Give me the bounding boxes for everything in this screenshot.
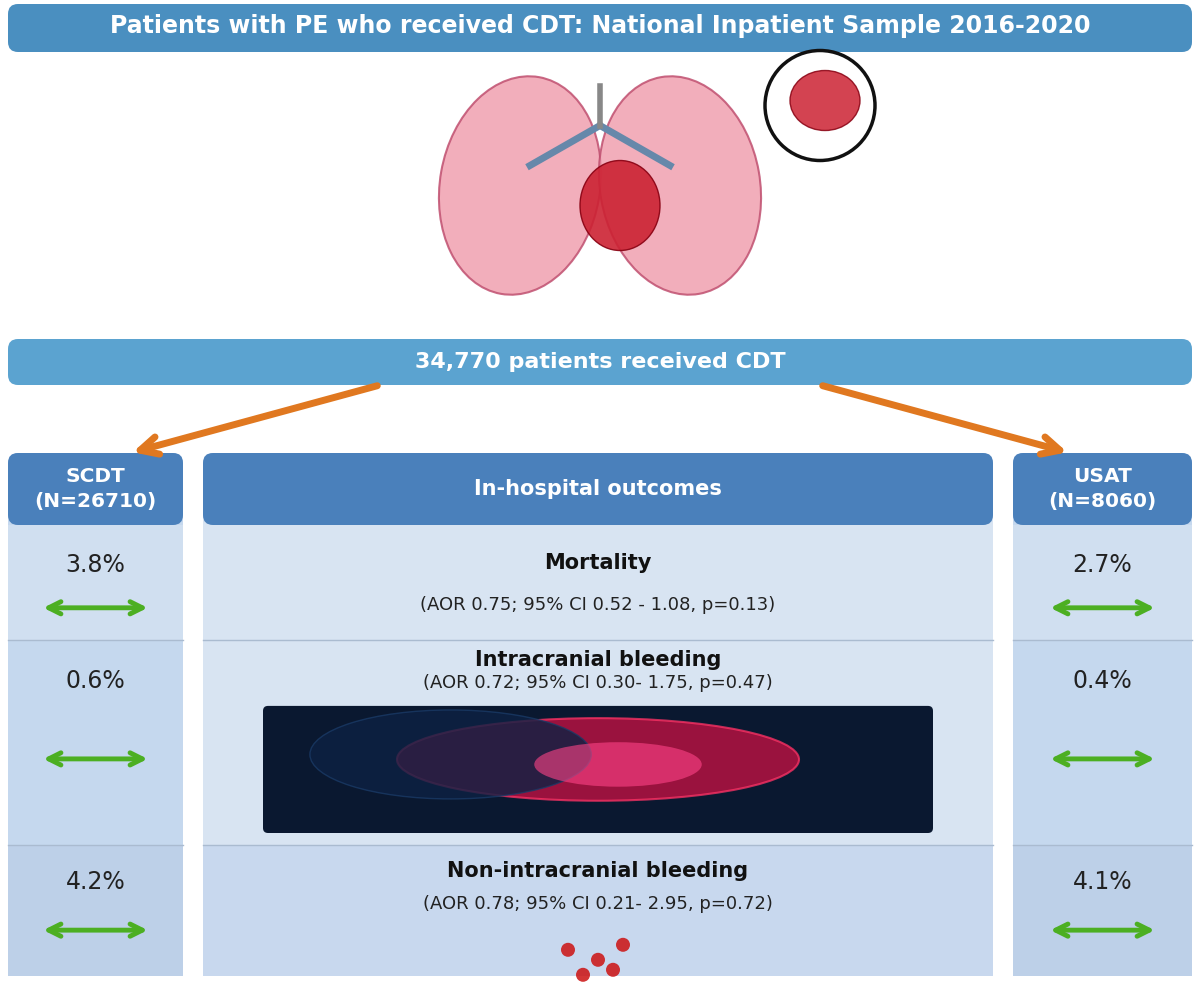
Text: 34,770 patients received CDT: 34,770 patients received CDT	[415, 352, 785, 372]
Ellipse shape	[599, 77, 761, 295]
FancyBboxPatch shape	[8, 453, 182, 525]
FancyBboxPatch shape	[1013, 525, 1192, 640]
Text: Non-intracranial bleeding: Non-intracranial bleeding	[448, 861, 749, 882]
Text: (AOR 0.72; 95% CI 0.30- 1.75, p=0.47): (AOR 0.72; 95% CI 0.30- 1.75, p=0.47)	[424, 674, 773, 692]
Text: 4.2%: 4.2%	[66, 870, 125, 893]
FancyBboxPatch shape	[1013, 453, 1192, 525]
FancyBboxPatch shape	[203, 453, 994, 976]
Ellipse shape	[606, 962, 620, 977]
FancyBboxPatch shape	[8, 4, 1192, 52]
Text: (AOR 0.75; 95% CI 0.52 - 1.08, p=0.13): (AOR 0.75; 95% CI 0.52 - 1.08, p=0.13)	[420, 596, 775, 614]
FancyBboxPatch shape	[8, 640, 182, 845]
FancyBboxPatch shape	[8, 845, 182, 976]
FancyBboxPatch shape	[203, 525, 994, 640]
Ellipse shape	[397, 718, 799, 801]
FancyBboxPatch shape	[1013, 453, 1192, 976]
Text: SCDT
(N=26710): SCDT (N=26710)	[35, 467, 157, 511]
FancyBboxPatch shape	[203, 453, 994, 525]
Ellipse shape	[580, 160, 660, 251]
Ellipse shape	[310, 710, 592, 799]
Ellipse shape	[592, 953, 605, 967]
Text: (AOR 0.78; 95% CI 0.21- 2.95, p=0.72): (AOR 0.78; 95% CI 0.21- 2.95, p=0.72)	[424, 895, 773, 913]
FancyBboxPatch shape	[263, 706, 934, 833]
FancyBboxPatch shape	[1013, 845, 1192, 976]
Text: Intracranial bleeding: Intracranial bleeding	[475, 650, 721, 670]
Text: 2.7%: 2.7%	[1073, 553, 1133, 578]
FancyBboxPatch shape	[203, 640, 994, 845]
Ellipse shape	[534, 742, 702, 786]
Ellipse shape	[439, 77, 601, 295]
Text: 3.8%: 3.8%	[66, 553, 126, 578]
Ellipse shape	[562, 943, 575, 956]
FancyBboxPatch shape	[1013, 640, 1192, 845]
Text: 0.4%: 0.4%	[1073, 669, 1133, 693]
Ellipse shape	[616, 938, 630, 952]
Text: USAT
(N=8060): USAT (N=8060)	[1049, 467, 1157, 511]
Ellipse shape	[790, 71, 860, 131]
Text: Mortality: Mortality	[545, 553, 652, 573]
Ellipse shape	[576, 968, 590, 982]
Text: In-hospital outcomes: In-hospital outcomes	[474, 479, 722, 499]
Text: 4.1%: 4.1%	[1073, 870, 1133, 893]
FancyBboxPatch shape	[203, 845, 994, 976]
Bar	[8, 52, 1192, 339]
FancyBboxPatch shape	[8, 453, 182, 976]
Text: Patients with PE who received CDT: National Inpatient Sample 2016-2020: Patients with PE who received CDT: Natio…	[109, 14, 1091, 38]
FancyBboxPatch shape	[8, 339, 1192, 385]
FancyBboxPatch shape	[8, 525, 182, 640]
Text: 0.6%: 0.6%	[66, 669, 125, 693]
